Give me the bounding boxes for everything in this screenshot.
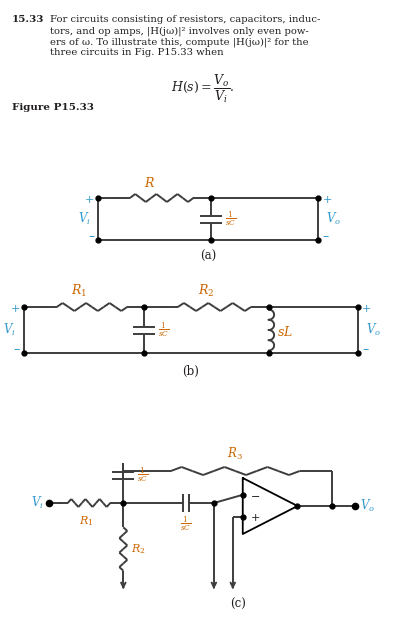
Text: tors, and op amps, |H(jω)|² involves only even pow-: tors, and op amps, |H(jω)|² involves onl… (50, 26, 308, 35)
Text: –: – (322, 230, 328, 243)
Text: $R_2$: $R_2$ (198, 283, 215, 299)
Text: +: + (362, 304, 372, 314)
Text: $V_o$: $V_o$ (360, 498, 375, 514)
Text: $+$: $+$ (250, 512, 260, 523)
Text: (a): (a) (200, 250, 217, 263)
Text: $R_1$: $R_1$ (71, 283, 87, 299)
Text: 15.33: 15.33 (12, 15, 44, 24)
Text: +: + (322, 195, 332, 205)
Text: $V_i$: $V_i$ (31, 495, 44, 511)
Text: For circuits consisting of resistors, capacitors, induc-: For circuits consisting of resistors, ca… (50, 15, 320, 24)
Text: Figure P15.33: Figure P15.33 (12, 103, 94, 112)
Text: $-$: $-$ (250, 490, 260, 500)
Text: ers of ω. To illustrate this, compute |H(jω)|² for the: ers of ω. To illustrate this, compute |H… (50, 37, 308, 47)
Text: $H(s) = \dfrac{V_o}{V_i}.$: $H(s) = \dfrac{V_o}{V_i}.$ (171, 73, 235, 105)
Text: –: – (88, 230, 95, 243)
Text: +: + (85, 195, 95, 205)
Text: $\frac{1}{sC}$: $\frac{1}{sC}$ (158, 320, 169, 340)
Text: –: – (14, 343, 20, 356)
Text: $R_1$: $R_1$ (79, 514, 93, 528)
Text: $sL$: $sL$ (277, 325, 292, 339)
Text: $\frac{1}{sC}$: $\frac{1}{sC}$ (225, 209, 236, 229)
Text: $\frac{1}{sC}$: $\frac{1}{sC}$ (137, 466, 149, 485)
Text: $V_i$: $V_i$ (3, 322, 16, 338)
Text: $R_2$: $R_2$ (131, 542, 146, 556)
Text: $R_3$: $R_3$ (227, 446, 243, 462)
Text: $V_i$: $V_i$ (78, 211, 90, 227)
Text: $V_o$: $V_o$ (326, 211, 341, 227)
Text: $\frac{1}{sC}$: $\frac{1}{sC}$ (180, 515, 191, 534)
Text: $R$: $R$ (144, 176, 155, 190)
Text: (c): (c) (230, 598, 246, 611)
Text: three circuits in Fig. P15.33 when: three circuits in Fig. P15.33 when (50, 48, 223, 57)
Text: (b): (b) (183, 365, 200, 377)
Text: –: – (362, 343, 368, 356)
Text: +: + (11, 304, 20, 314)
Text: $V_o$: $V_o$ (366, 322, 381, 338)
